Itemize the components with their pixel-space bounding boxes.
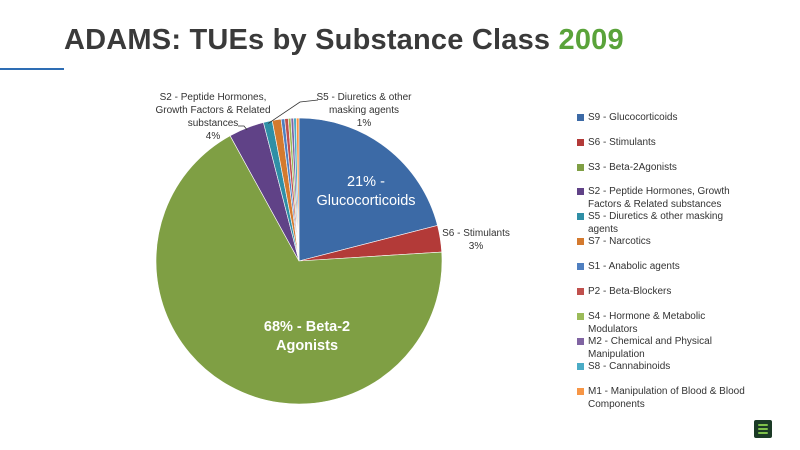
leader-line-1 bbox=[238, 125, 248, 131]
legend-swatch bbox=[577, 114, 584, 121]
data-label-s2-peptide-hormones-growth-factors-related-substances: S2 - Peptide Hormones, Growth Factors & R… bbox=[155, 92, 270, 142]
legend-label: S9 - Glucocorticoids bbox=[588, 112, 678, 123]
legend-swatch bbox=[577, 338, 584, 345]
legend-swatch bbox=[577, 313, 584, 320]
title-year: 2009 bbox=[558, 24, 624, 56]
legend-swatch bbox=[577, 363, 584, 370]
pie-slice-s3-beta-2agonists bbox=[155, 135, 443, 405]
legend-label: S1 - Anabolic agents bbox=[588, 261, 680, 272]
title-underline bbox=[0, 68, 64, 70]
legend-label: S3 - Beta-2Agonists bbox=[588, 162, 677, 173]
legend-label: S5 - Diuretics & other masking agents bbox=[588, 211, 724, 235]
legend-label: S2 - Peptide Hormones, Growth Factors & … bbox=[588, 186, 730, 210]
data-label-s9-glucocorticoids: 21% -Glucocorticoids bbox=[316, 174, 415, 209]
legend-swatch bbox=[577, 213, 584, 220]
legend-swatch bbox=[577, 388, 584, 395]
chart-title: ADAMS: TUEs by Substance Class 2009 bbox=[64, 24, 624, 57]
leader-line-2 bbox=[268, 99, 319, 124]
pie-slice-s9-glucocorticoids bbox=[298, 117, 438, 262]
data-label-s5-diuretics-other-masking-agents: S5 - Diuretics & other masking agents 1% bbox=[316, 92, 412, 129]
legend-swatch bbox=[577, 188, 584, 195]
legend-swatch bbox=[577, 263, 584, 270]
legend-label: S4 - Hormone & Metabolic Modulators bbox=[588, 311, 706, 335]
legend-label: M1 - Manipulation of Blood & Blood Compo… bbox=[588, 386, 745, 410]
legend-label: M2 - Chemical and Physical Manipulation bbox=[588, 336, 712, 360]
legend-label: S6 - Stimulants bbox=[588, 137, 656, 148]
legend-swatch bbox=[577, 139, 584, 146]
legend-swatch bbox=[577, 288, 584, 295]
legend-swatch bbox=[577, 238, 584, 245]
legend-label: S7 - Narcotics bbox=[588, 236, 651, 247]
logo-icon bbox=[754, 420, 772, 438]
legend-swatch bbox=[577, 164, 584, 171]
legend-label: P2 - Beta-Blockers bbox=[588, 286, 672, 297]
pie-slice-m1-manipulation-of-blood-blood-components bbox=[295, 117, 300, 262]
title-main: ADAMS: TUEs by Substance Class bbox=[64, 24, 551, 56]
data-label-s3-beta-2agonists: 68% - Beta-2 Agonists bbox=[264, 319, 350, 354]
legend-label: S8 - Cannabinoids bbox=[588, 361, 671, 372]
data-label-s6-stimulants: S6 - Stimulants 3% bbox=[442, 228, 510, 252]
